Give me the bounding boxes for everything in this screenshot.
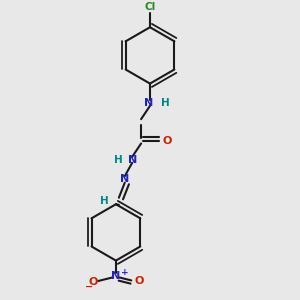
Text: H: H	[100, 196, 109, 206]
Text: N: N	[128, 155, 137, 165]
Text: N: N	[120, 174, 129, 184]
Text: −: −	[85, 281, 93, 291]
Text: O: O	[89, 277, 98, 287]
Text: N: N	[111, 271, 121, 281]
Text: Cl: Cl	[144, 2, 156, 12]
Text: N: N	[144, 98, 153, 108]
Text: O: O	[134, 276, 144, 286]
Text: O: O	[163, 136, 172, 146]
Text: H: H	[114, 155, 123, 165]
Text: H: H	[161, 98, 170, 108]
Text: +: +	[121, 268, 128, 277]
